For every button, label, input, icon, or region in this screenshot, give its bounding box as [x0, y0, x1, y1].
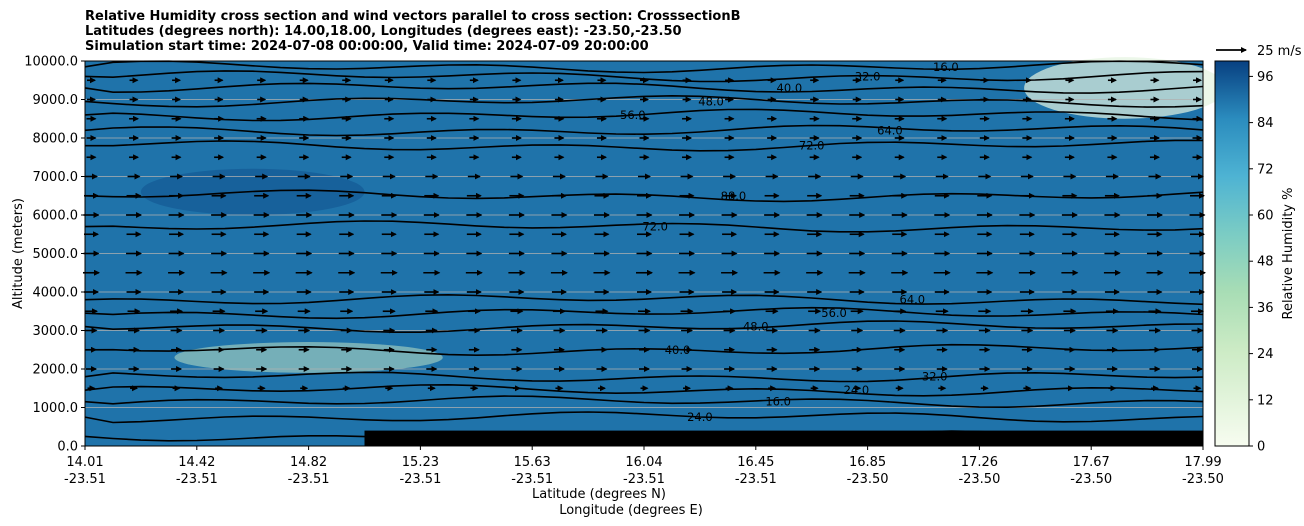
contour-line [84, 395, 1204, 409]
colorbar-tick-label: 48 [1257, 255, 1274, 270]
contour-label: 16.0 [933, 60, 959, 74]
contour-line [84, 411, 1204, 424]
contour-label: 64.0 [877, 123, 903, 137]
contour-label: 40.0 [777, 81, 803, 95]
quiver-key: 25 m/s [1216, 44, 1302, 59]
y-tick-label: 5000.0 [33, 247, 79, 262]
y-tick-label: 6000.0 [33, 209, 79, 224]
title-line-3: Simulation start time: 2024-07-08 00:00:… [85, 39, 649, 54]
colorbar: 0 12 24 36 48 60 72 84 96 Relative Humidity % [1214, 60, 1296, 455]
contour-label: 48.0 [698, 94, 724, 108]
x-axis-title-lon: Longitude (degrees E) [559, 503, 703, 518]
colorbar-tick-label: 96 [1257, 70, 1274, 85]
y-tick-label: 1000.0 [33, 401, 79, 416]
contour-line [84, 189, 1204, 203]
x-tick-label-lon: -23.51 [623, 472, 665, 487]
x-tick-label-lon: -23.51 [511, 472, 553, 487]
x-tick-label-lon: -23.51 [288, 472, 330, 487]
x-tick-label-lat: 15.63 [514, 455, 551, 470]
contour-label: 40.0 [665, 343, 691, 357]
colorbar-label: Relative Humidity % [1281, 188, 1296, 320]
title-line-1: Relative Humidity cross section and wind… [85, 9, 741, 24]
contour-label: 56.0 [821, 306, 847, 320]
contour-line [84, 320, 1204, 333]
contour-line [84, 108, 1204, 122]
contour-label: 64.0 [900, 293, 926, 307]
y-tick-label: 7000.0 [33, 170, 79, 185]
x-tick-label-lon: -23.50 [1070, 472, 1112, 487]
axes: 0.0 1000.0 2000.0 3000.0 4000.0 5000.0 6000.0 7… [11, 55, 1224, 519]
colorbar-tick-label: 12 [1257, 393, 1274, 408]
contour-line [84, 124, 1204, 137]
y-tick-label: 8000.0 [33, 132, 79, 147]
contour-label: 24.0 [844, 383, 870, 397]
contour-label: 32.0 [922, 370, 948, 384]
contour-line [84, 82, 1204, 94]
contour-line [84, 306, 1204, 320]
colorbar-tick-label: 36 [1257, 301, 1274, 316]
contour-line [84, 371, 1204, 383]
y-tick-label: 9000.0 [33, 93, 79, 108]
contour-label: 72.0 [642, 220, 668, 234]
contour-line [84, 94, 1204, 108]
surface-contour-band [364, 430, 1203, 446]
contour-label: 56.0 [620, 108, 646, 122]
x-tick-label-lon: -23.51 [735, 472, 777, 487]
chart-title: Relative Humidity cross section and wind… [85, 9, 741, 54]
contour-label: 16.0 [765, 395, 791, 409]
x-tick-label-lon: -23.51 [399, 472, 441, 487]
contour-label: 24.0 [687, 410, 713, 424]
contour-line [84, 220, 1204, 233]
colorbar-tick-label: 84 [1257, 116, 1274, 131]
y-tick-label: 0.0 [57, 440, 78, 455]
colorbar-tick-label: 0 [1257, 440, 1265, 455]
plot-area: 88.0 24.0 16.0 24.0 32.0 40.0 48.0 56.0 64.0 72.0… [83, 57, 1226, 447]
x-tick-label-lat: 14.01 [66, 455, 103, 470]
y-tick-label: 10000.0 [24, 55, 78, 70]
x-tick-label-lon: -23.51 [64, 472, 106, 487]
contour-label: 32.0 [855, 69, 881, 83]
x-tick-label-lat: 17.99 [1184, 455, 1221, 470]
contour-label: 72.0 [799, 139, 825, 153]
dry-patch [1024, 57, 1226, 119]
x-tick-label-lat: 16.45 [737, 455, 774, 470]
x-tick-label-lon: -23.51 [176, 472, 218, 487]
contour-line [84, 383, 1204, 397]
x-tick-label-lat: 16.04 [625, 455, 662, 470]
contour-label: 88.0 [609, 429, 635, 443]
title-line-2: Latitudes (degrees north): 14.00,18.00, … [85, 24, 682, 39]
y-tick-label: 2000.0 [33, 363, 79, 378]
x-tick-label-lon: -23.50 [847, 472, 889, 487]
colorbar-scale [1214, 60, 1250, 447]
y-tick-label: 4000.0 [33, 286, 79, 301]
x-tick-label-lat: 16.85 [849, 455, 886, 470]
colorbar-tick-label: 72 [1257, 162, 1274, 177]
x-tick-label-lon: -23.50 [1182, 472, 1224, 487]
colorbar-tick-label: 60 [1257, 209, 1274, 224]
x-tick-label-lon: -23.50 [958, 472, 1000, 487]
contour-line [84, 60, 1204, 74]
quiver-key-label: 25 m/s [1257, 44, 1302, 59]
contour-label: 48.0 [743, 320, 769, 334]
y-tick-label: 3000.0 [33, 324, 79, 339]
x-tick-label-lat: 15.23 [402, 455, 439, 470]
y-axis-title: Altitude (meters) [11, 198, 26, 309]
x-tick-label-lat: 14.82 [290, 455, 327, 470]
x-tick-label-lat: 17.67 [1073, 455, 1110, 470]
x-tick-label-lat: 17.26 [961, 455, 998, 470]
colorbar-tick-label: 24 [1257, 347, 1274, 362]
x-tick-label-lat: 14.42 [178, 455, 215, 470]
x-axis-title-lat: Latitude (degrees N) [532, 487, 666, 502]
contour-line [85, 139, 1203, 152]
contour-line [84, 293, 1204, 306]
